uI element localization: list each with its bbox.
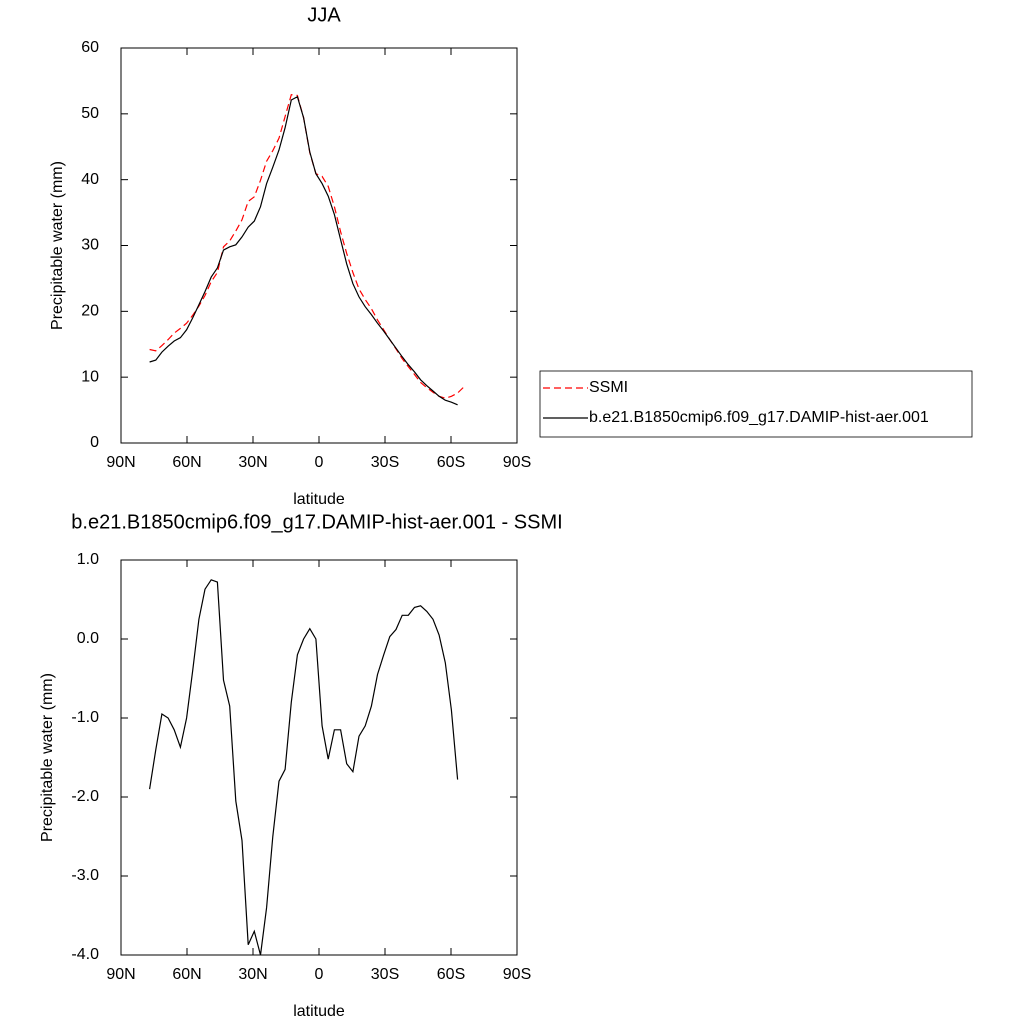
plot-frame: [120, 559, 518, 956]
x-tick-label: 0: [315, 966, 324, 983]
x-tick-label: 90N: [106, 966, 135, 983]
x-tick-label: 60S: [437, 454, 465, 471]
chart-title: JJA: [307, 4, 341, 26]
y-tick-label: 30: [81, 237, 99, 254]
legend-label: b.e21.B1850cmip6.f09_g17.DAMIP-hist-aer.…: [589, 409, 929, 426]
x-tick-label: 90S: [503, 966, 531, 983]
y-tick-label: -3.0: [71, 867, 99, 884]
y-tick-label: 10: [81, 368, 99, 385]
x-axis-label: latitude: [293, 491, 345, 508]
y-tick-label: 0: [90, 434, 99, 451]
x-tick-label: 90S: [503, 454, 531, 471]
data-line: [149, 579, 459, 956]
data-line: [149, 95, 458, 406]
y-tick-label: 1.0: [77, 551, 99, 568]
plot-frame: [120, 47, 518, 444]
legend-box: [539, 370, 973, 438]
y-axis-label: Precipitable water (mm): [39, 673, 56, 842]
y-tick-label: -4.0: [71, 946, 99, 963]
y-tick-label: -2.0: [71, 788, 99, 805]
x-tick-label: 30S: [371, 966, 399, 983]
x-tick-label: 30S: [371, 454, 399, 471]
data-line: [149, 94, 465, 399]
x-tick-label: 0: [315, 454, 324, 471]
y-tick-label: 0.0: [77, 630, 99, 647]
y-tick-label: -1.0: [71, 709, 99, 726]
x-axis-label: latitude: [293, 1003, 345, 1020]
x-tick-label: 60S: [437, 966, 465, 983]
y-tick-label: 20: [81, 303, 99, 320]
x-tick-label: 30N: [238, 966, 267, 983]
x-tick-label: 30N: [238, 454, 267, 471]
legend-label: SSMI: [589, 379, 628, 396]
x-tick-label: 60N: [172, 966, 201, 983]
chart-title: b.e21.B1850cmip6.f09_g17.DAMIP-hist-aer.…: [71, 511, 562, 533]
y-tick-label: 50: [81, 105, 99, 122]
x-tick-label: 90N: [106, 454, 135, 471]
x-tick-label: 60N: [172, 454, 201, 471]
y-axis-label: Precipitable water (mm): [49, 161, 66, 330]
y-tick-label: 40: [81, 171, 99, 188]
y-tick-label: 60: [81, 39, 99, 56]
